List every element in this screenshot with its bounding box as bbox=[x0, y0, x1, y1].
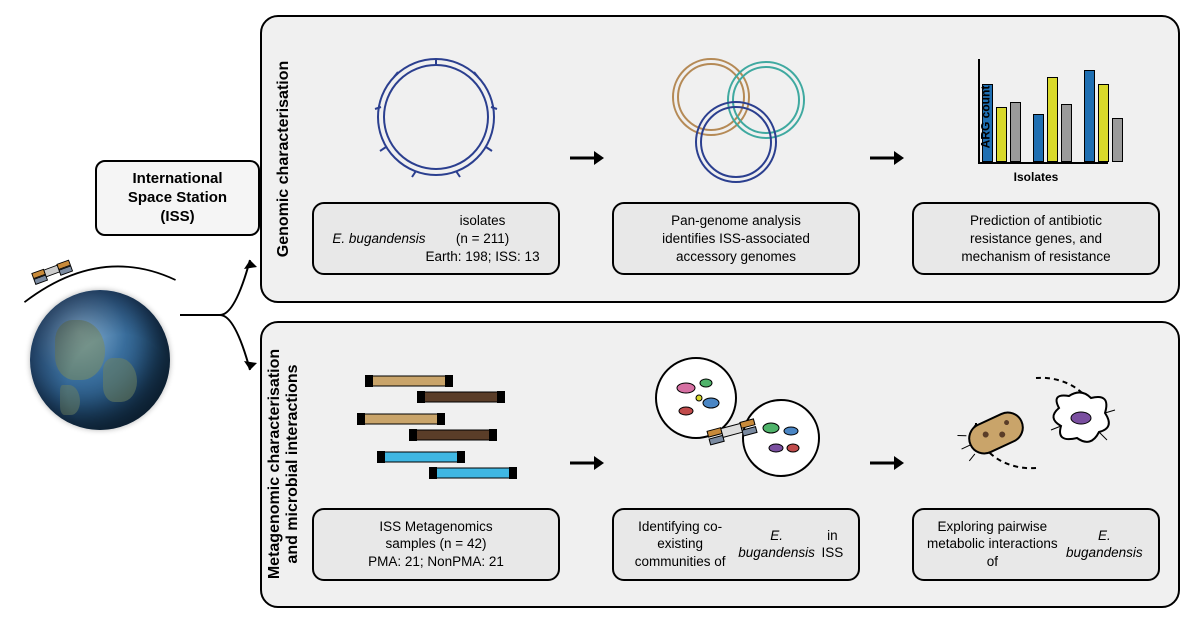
earth-globe bbox=[30, 290, 170, 430]
step-arg: ARG count Isolates Prediction of antibio… bbox=[912, 42, 1160, 275]
arrow-icon bbox=[868, 143, 904, 175]
iss-label-text: International Space Station (ISS) bbox=[128, 170, 227, 225]
caption-arg: Prediction of antibioticresistance genes… bbox=[912, 202, 1160, 275]
pan-genome-graphic bbox=[612, 42, 860, 192]
genomic-panel: Genomic characterisation bbox=[260, 15, 1180, 303]
step-isolates: E. bugandensis isolates(n = 211)Earth: 1… bbox=[312, 42, 560, 275]
genomic-panel-content: E. bugandensis isolates(n = 211)Earth: 1… bbox=[312, 42, 1160, 275]
caption-isolates: E. bugandensis isolates(n = 211)Earth: 1… bbox=[312, 202, 560, 275]
barchart-graphic: ARG count Isolates bbox=[912, 42, 1160, 192]
sequences-graphic bbox=[312, 348, 560, 498]
barchart-ylabel: ARG count bbox=[978, 86, 992, 149]
step-communities: Identifying co-existingcommunities ofE. … bbox=[612, 348, 860, 581]
caption-pangenome: Pan-genome analysisidentifies ISS-associ… bbox=[612, 202, 860, 275]
right-section: Genomic characterisation bbox=[260, 0, 1200, 623]
metagenomic-panel-content: ISS Metagenomicssamples (n = 42)PMA: 21;… bbox=[312, 348, 1160, 581]
single-plasmid-graphic bbox=[312, 42, 560, 192]
caption-communities: Identifying co-existingcommunities ofE. … bbox=[612, 508, 860, 581]
diagram-root: International Space Station (ISS) bbox=[0, 0, 1200, 623]
metagenomic-panel: Metagenomic characterisation and microbi… bbox=[260, 321, 1180, 609]
step-pairwise: Exploring pairwisemetabolic interactions… bbox=[912, 348, 1160, 581]
communities-graphic bbox=[612, 348, 860, 498]
arrow-icon bbox=[568, 143, 604, 175]
step-metagenomics: ISS Metagenomicssamples (n = 42)PMA: 21;… bbox=[312, 348, 560, 581]
arrow-icon bbox=[568, 448, 604, 480]
arrow-icon bbox=[868, 448, 904, 480]
left-section: International Space Station (ISS) bbox=[0, 0, 260, 623]
caption-metagenomics: ISS Metagenomicssamples (n = 42)PMA: 21;… bbox=[312, 508, 560, 581]
caption-pairwise: Exploring pairwisemetabolic interactions… bbox=[912, 508, 1160, 581]
pairwise-graphic bbox=[912, 348, 1160, 498]
step-pangenome: Pan-genome analysisidentifies ISS-associ… bbox=[612, 42, 860, 275]
barchart-xlabel: Isolates bbox=[1014, 170, 1059, 184]
